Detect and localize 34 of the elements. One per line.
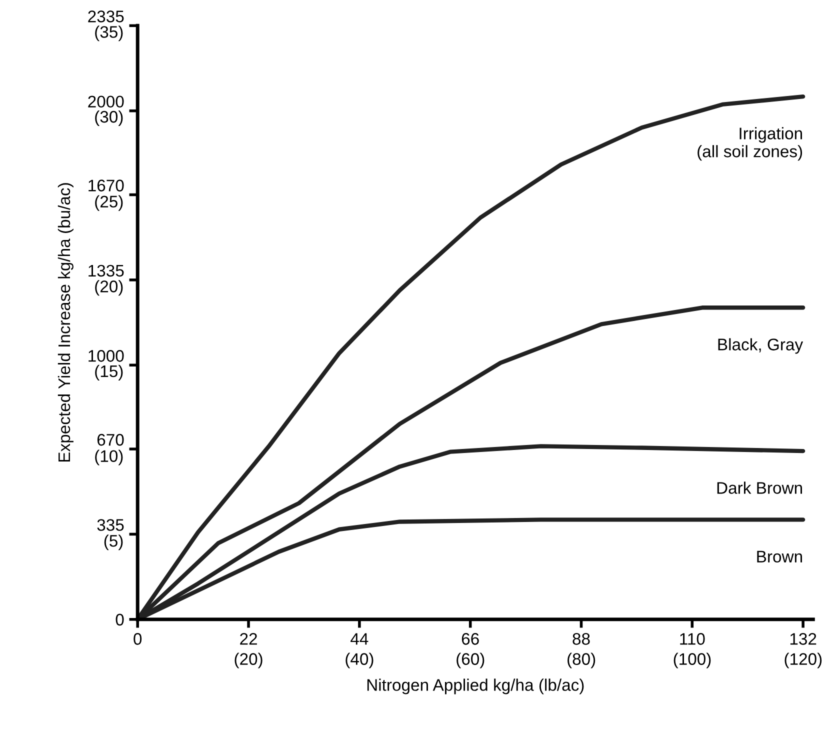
x-tick-label: 22 <box>240 633 257 645</box>
y-tick-label: 1670 <box>88 180 124 192</box>
x-tick-label: 66 <box>462 633 479 645</box>
y-tick-label: 0 <box>116 614 124 626</box>
series-label: Dark Brown <box>717 482 802 494</box>
y2-tick-label: (30) <box>95 110 123 126</box>
y2-tick-label: (5) <box>104 534 123 550</box>
y-axis-title: Expected Yield Increase kg/ha (bu/ac) <box>58 183 74 462</box>
y2-tick-label: (35) <box>95 26 123 42</box>
x-tick-label: 110 <box>680 633 705 645</box>
series-label: Irrigation (all soil zones) <box>698 127 802 161</box>
y-tick-label: 1000 <box>88 350 124 362</box>
x2-tick-label: (60) <box>456 652 484 668</box>
y-tick-label: 335 <box>97 519 124 531</box>
y-tick-label: 670 <box>97 434 124 446</box>
x2-tick-label: (100) <box>674 652 711 668</box>
x2-tick-label: (120) <box>784 652 822 668</box>
series-label: Brown <box>757 550 802 563</box>
x-tick-label: 132 <box>790 633 816 645</box>
y2-tick-label: (10) <box>95 450 123 466</box>
x2-tick-label: (80) <box>568 652 596 668</box>
x-tick-label: 88 <box>572 633 590 645</box>
x-tick-label: 0 <box>134 633 142 645</box>
x2-tick-label: (40) <box>346 652 374 668</box>
x-tick-label: 44 <box>350 633 368 645</box>
y-tick-label: 2335 <box>88 10 124 22</box>
y-tick-label: 2000 <box>88 96 124 108</box>
y2-tick-label: (25) <box>95 195 123 211</box>
y-tick-label: 1335 <box>88 264 124 277</box>
series-label: Black, Gray <box>718 338 804 354</box>
x2-tick-label: (20) <box>234 652 262 668</box>
x-axis-title: Nitrogen Applied kg/ha (lb/ac) <box>367 678 584 694</box>
y2-tick-label: (15) <box>95 364 123 380</box>
y2-tick-label: (20) <box>95 280 123 296</box>
